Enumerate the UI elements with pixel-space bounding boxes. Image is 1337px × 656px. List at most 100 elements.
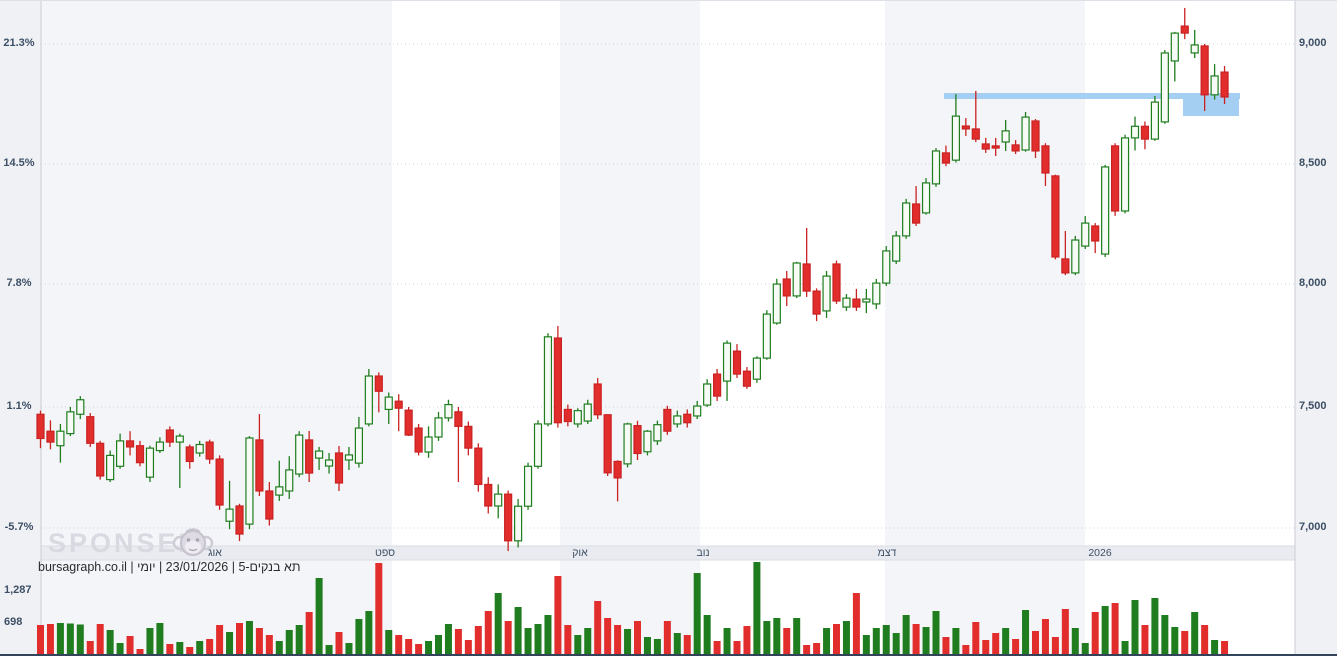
candle-body	[911, 203, 921, 224]
volume-bar	[166, 644, 174, 656]
candle-body	[593, 383, 602, 416]
candle-body	[245, 437, 254, 525]
candle-body	[543, 336, 553, 425]
candle-body	[822, 275, 831, 312]
candle-body	[1101, 166, 1110, 255]
percent-axis-tick: 21.3%	[3, 37, 35, 49]
volume-bar	[524, 628, 532, 656]
volume-bar	[942, 637, 950, 656]
volume-axis-tick: 1,287	[4, 584, 32, 596]
month-axis-label: אוג	[208, 547, 222, 559]
candle-body	[563, 408, 572, 423]
candle-body	[315, 450, 324, 459]
candle-body	[364, 375, 373, 425]
volume-bar	[962, 645, 970, 656]
candle-body	[981, 143, 990, 150]
volume-bar	[564, 625, 572, 656]
volume-bar	[464, 640, 472, 656]
volume-bar	[544, 615, 552, 656]
volume-bar	[295, 625, 303, 656]
volume-bar	[643, 637, 651, 656]
volume-bar	[574, 635, 582, 656]
volume-bar	[1211, 640, 1219, 656]
candle-body	[573, 410, 582, 425]
candle-body	[1180, 25, 1189, 34]
candle-body	[324, 459, 334, 467]
volume-bar	[196, 641, 204, 656]
candle-body	[394, 400, 403, 409]
volume-bar	[604, 618, 612, 656]
right-axis-panel	[1295, 1, 1337, 656]
candle-body	[951, 115, 961, 161]
volume-bar	[1022, 610, 1030, 656]
candle-body	[971, 128, 980, 140]
volume-bar	[1101, 606, 1109, 656]
volume-bar	[275, 641, 283, 656]
candle-body	[1081, 222, 1090, 247]
volume-bar	[285, 630, 293, 656]
volume-bar	[813, 643, 821, 656]
volume-bar	[216, 625, 224, 656]
candle-body	[703, 383, 712, 406]
candle-body	[1150, 101, 1160, 140]
volume-bar	[325, 645, 333, 656]
candle-body	[762, 313, 771, 359]
percent-axis-tick: 1.1%	[6, 400, 32, 412]
volume-bar	[982, 640, 990, 656]
volume-bar	[1141, 625, 1149, 656]
candle-body	[235, 505, 244, 535]
candle-body	[802, 263, 811, 292]
volume-bar	[1012, 639, 1020, 656]
volume-bar	[1071, 628, 1079, 656]
volume-bar	[1171, 627, 1179, 656]
volume-bar	[723, 628, 731, 656]
candle-body	[991, 145, 1000, 149]
candle-body	[673, 415, 682, 425]
candle-body	[852, 298, 861, 308]
volume-bar	[514, 607, 522, 656]
volume-bar	[315, 578, 323, 656]
candle-body	[513, 505, 523, 542]
volume-bar	[902, 615, 910, 656]
candle-body	[623, 423, 632, 465]
candle-body	[344, 454, 354, 461]
volume-bar	[842, 621, 850, 656]
volume-bar	[693, 573, 701, 656]
volume-bar	[922, 627, 930, 656]
candle-body	[1071, 239, 1080, 274]
candle-body	[1110, 145, 1120, 212]
volume-bar	[753, 562, 761, 656]
volume-bar	[176, 642, 184, 656]
bottom-border	[0, 654, 1337, 656]
candle-body	[205, 441, 214, 460]
volume-bar	[395, 635, 403, 656]
candle-body	[414, 427, 423, 453]
volume-bar	[206, 639, 214, 656]
volume-bar	[663, 621, 671, 656]
volume-bar	[673, 633, 681, 656]
volume-bar	[972, 622, 980, 656]
price-axis-tick: 8,500	[1299, 157, 1327, 169]
candle-body	[1061, 258, 1070, 274]
candle-body	[125, 440, 135, 448]
volume-bar	[56, 623, 64, 656]
volume-bar	[415, 644, 423, 656]
highlight-box	[1183, 99, 1239, 116]
candle-body	[494, 493, 503, 507]
candle-body	[961, 125, 970, 130]
percent-axis-tick: -5.7%	[4, 521, 34, 533]
candle-body	[255, 439, 264, 492]
volume-bar	[226, 632, 234, 656]
candle-body	[1011, 144, 1020, 152]
candle-body	[195, 443, 204, 454]
percent-axis-tick: 7.8%	[6, 277, 32, 289]
chart-info-line: bursagraph.co.il | תא בנקים-5 | 23/01/20…	[38, 560, 301, 574]
volume-bar	[1151, 598, 1159, 656]
volume-bar	[872, 628, 880, 656]
volume-bar	[236, 623, 243, 656]
month-axis-label: 2026	[1088, 547, 1112, 559]
volume-bar	[912, 624, 920, 656]
volume-bar	[733, 641, 741, 656]
candle-body	[553, 337, 563, 424]
